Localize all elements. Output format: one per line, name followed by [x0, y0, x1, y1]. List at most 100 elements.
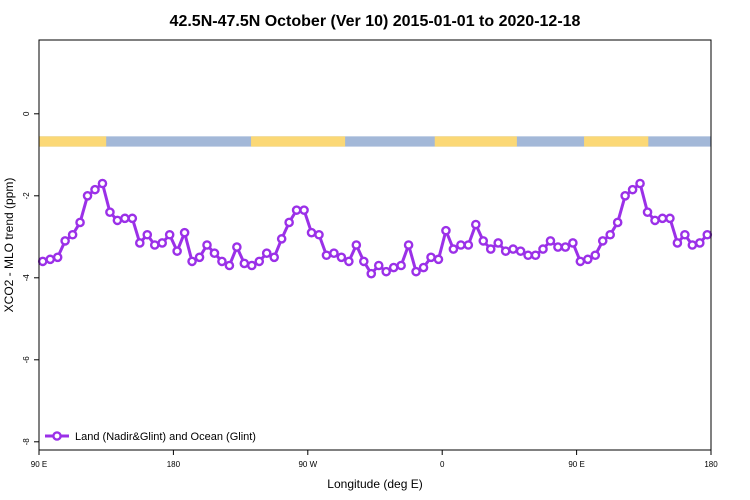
data-point: [142, 229, 153, 240]
data-point: [157, 238, 167, 248]
data-point: [329, 248, 339, 258]
data-point: [590, 250, 601, 261]
data-point: [276, 234, 287, 244]
data-point: [97, 178, 108, 189]
data-point: [553, 242, 563, 252]
data-point: [164, 229, 175, 240]
data-point: [52, 252, 63, 263]
data-point: [179, 227, 190, 238]
y-tick-label-0: 0: [22, 111, 31, 116]
x-tick-label-4: 90 E: [568, 460, 584, 469]
data-point: [478, 236, 489, 246]
data-point: [695, 238, 705, 248]
y-axis-label: XCO2 - MLO trend (ppm): [2, 178, 16, 313]
data-point: [60, 236, 70, 246]
data-point: [627, 184, 638, 195]
data-point: [209, 248, 220, 258]
data-point: [358, 256, 369, 267]
y-tick-label-2: -4: [22, 274, 31, 282]
data-point: [426, 252, 436, 263]
data-point: [246, 260, 257, 271]
legend-label: Land (Nadir&Glint) and Ocean (Glint): [75, 431, 256, 443]
data-point: [702, 229, 713, 240]
data-point: [306, 227, 317, 238]
data-point: [373, 260, 384, 271]
data-point: [448, 244, 459, 254]
x-tick-label-3: 0: [440, 460, 445, 469]
data-point: [75, 217, 85, 228]
data-point: [37, 256, 48, 267]
land-segment-1: [251, 136, 346, 147]
data-point: [351, 240, 362, 250]
legend: Land (Nadir&Glint) and Ocean (Glint): [45, 431, 256, 443]
surface-band: [39, 136, 711, 147]
land-segment-0: [39, 136, 107, 147]
data-point: [194, 252, 205, 263]
data-point: [299, 205, 309, 215]
data-point: [605, 229, 616, 240]
data-point: [67, 229, 78, 240]
data-point: [127, 213, 138, 224]
data-point: [381, 266, 392, 277]
data-point: [254, 256, 265, 267]
land-segment-2: [434, 136, 517, 147]
data-point: [642, 207, 653, 217]
plot-frame: [38, 39, 712, 451]
data-point: [433, 254, 444, 265]
data-point: [493, 238, 504, 248]
data-point: [344, 256, 354, 267]
chart-title: 42.5N-47.5N October (Ver 10) 2015-01-01 …: [170, 13, 581, 30]
x-tick-label-1: 180: [167, 460, 181, 469]
data-point: [403, 240, 414, 250]
data-point: [612, 217, 623, 228]
data-point: [269, 252, 280, 263]
data-point: [597, 236, 608, 246]
data-point: [239, 258, 250, 269]
data-point: [149, 240, 160, 250]
data-point: [284, 217, 294, 228]
data-point: [366, 268, 377, 279]
y-tick-label-4: -8: [22, 438, 31, 446]
data-point: [500, 246, 511, 256]
data-point: [336, 252, 347, 263]
data-point: [388, 262, 399, 273]
x-tick-label-2: 90 W: [298, 460, 317, 469]
data-point: [515, 246, 526, 256]
data-point: [508, 244, 518, 254]
data-point: [657, 213, 668, 224]
data-point: [635, 178, 645, 189]
data-point: [314, 229, 324, 240]
data-point: [321, 250, 332, 261]
data-point: [187, 256, 197, 267]
series-layer: [37, 178, 713, 279]
ocean-band: [39, 136, 711, 147]
x-tick-label-5: 180: [704, 460, 718, 469]
data-point: [202, 240, 212, 250]
land-segment-3: [584, 136, 649, 147]
data-point: [120, 213, 130, 224]
data-point: [687, 240, 698, 250]
data-point: [665, 213, 675, 224]
y-tick-label-3: -6: [22, 356, 31, 364]
data-point: [568, 238, 578, 248]
data-point: [456, 240, 466, 250]
data-point: [485, 244, 496, 254]
data-point: [105, 207, 115, 217]
data-point: [291, 205, 302, 215]
data-point: [583, 254, 593, 265]
data-point: [134, 238, 145, 248]
data-point: [463, 240, 474, 250]
x-tick-label-0: 90 E: [31, 460, 47, 469]
data-point: [441, 225, 451, 236]
data-point: [470, 219, 481, 230]
data-point: [224, 260, 235, 271]
data-point: [560, 242, 571, 252]
data-point: [90, 184, 100, 195]
data-point: [261, 248, 272, 258]
x-axis-label: Longitude (deg E): [327, 477, 422, 491]
data-point: [232, 242, 242, 252]
series-line-0: [42, 182, 709, 276]
data-point: [396, 260, 406, 271]
y-tick-label-1: -2: [22, 192, 31, 200]
